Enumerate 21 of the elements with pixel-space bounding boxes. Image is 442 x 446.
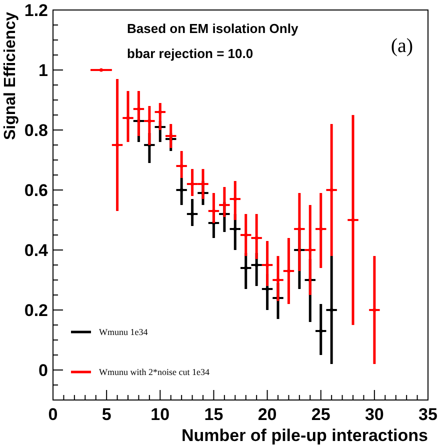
- legend-label: Wmunu 1e34: [99, 327, 148, 338]
- y-tick-label: 0.4: [24, 240, 49, 260]
- x-tick-label: 5: [102, 405, 112, 424]
- y-tick-label: 1: [38, 60, 48, 80]
- x-tick-label: 35: [418, 405, 438, 424]
- y-tick-label: 0.2: [24, 300, 48, 320]
- x-tick-label: 20: [258, 405, 277, 424]
- x-tick-label: 30: [364, 405, 384, 424]
- x-axis-title: Number of pile-up interactions: [181, 426, 428, 445]
- y-axis-title: Signal Efficiency: [2, 12, 19, 140]
- y-tick-label: 0.8: [24, 120, 48, 140]
- x-tick-label: 10: [150, 405, 170, 424]
- y-tick-label: 0.6: [24, 180, 48, 200]
- annotation: (a): [390, 35, 414, 57]
- annotation: Based on EM isolation Only: [127, 21, 299, 36]
- x-tick-label: 25: [311, 405, 330, 424]
- y-tick-label: 0: [38, 360, 48, 380]
- x-tick-label: 15: [204, 405, 224, 424]
- legend-label: Wmunu with 2*noise cut 1e34: [99, 367, 210, 378]
- annotation: bbar rejection = 10.0: [127, 46, 254, 61]
- y-tick-label: 1.2: [24, 0, 48, 20]
